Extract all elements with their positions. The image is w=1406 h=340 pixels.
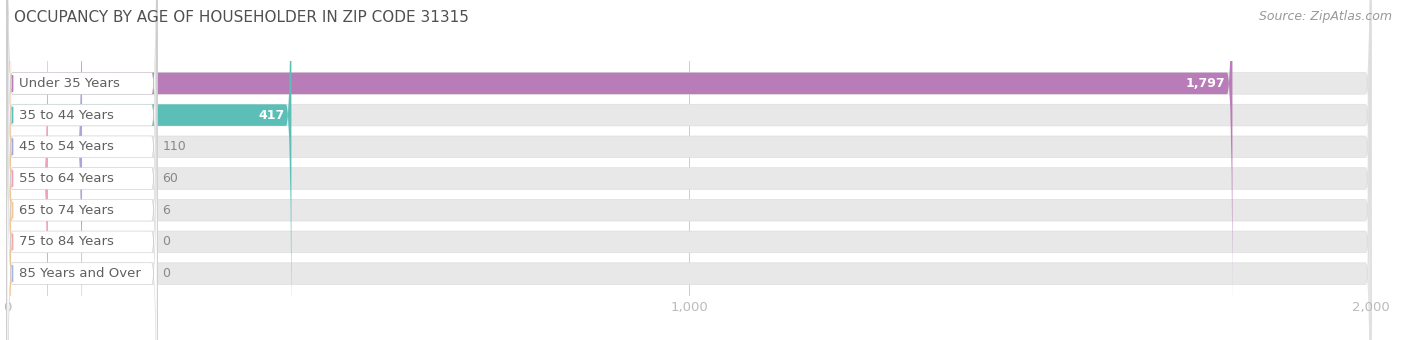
Text: 85 Years and Over: 85 Years and Over xyxy=(20,267,141,280)
Text: Under 35 Years: Under 35 Years xyxy=(20,77,120,90)
FancyBboxPatch shape xyxy=(7,0,1371,340)
FancyBboxPatch shape xyxy=(7,0,157,326)
FancyBboxPatch shape xyxy=(7,31,1371,340)
FancyBboxPatch shape xyxy=(7,0,157,340)
FancyBboxPatch shape xyxy=(7,0,1371,340)
FancyBboxPatch shape xyxy=(7,0,1371,340)
FancyBboxPatch shape xyxy=(7,0,157,340)
Text: 1,797: 1,797 xyxy=(1187,77,1226,90)
FancyBboxPatch shape xyxy=(7,0,157,340)
FancyBboxPatch shape xyxy=(7,0,1371,340)
FancyBboxPatch shape xyxy=(7,0,82,340)
FancyBboxPatch shape xyxy=(7,0,48,340)
FancyBboxPatch shape xyxy=(7,0,291,340)
Text: 6: 6 xyxy=(163,204,170,217)
Text: 110: 110 xyxy=(163,140,186,153)
FancyBboxPatch shape xyxy=(7,0,1371,326)
Text: 45 to 54 Years: 45 to 54 Years xyxy=(20,140,114,153)
Text: 75 to 84 Years: 75 to 84 Years xyxy=(20,235,114,249)
Text: 65 to 74 Years: 65 to 74 Years xyxy=(20,204,114,217)
Text: 0: 0 xyxy=(163,267,170,280)
Text: 417: 417 xyxy=(259,108,284,122)
Text: Source: ZipAtlas.com: Source: ZipAtlas.com xyxy=(1258,10,1392,23)
Text: OCCUPANCY BY AGE OF HOUSEHOLDER IN ZIP CODE 31315: OCCUPANCY BY AGE OF HOUSEHOLDER IN ZIP C… xyxy=(14,10,470,25)
FancyBboxPatch shape xyxy=(7,0,1371,340)
Text: 60: 60 xyxy=(163,172,179,185)
Text: 55 to 64 Years: 55 to 64 Years xyxy=(20,172,114,185)
FancyBboxPatch shape xyxy=(7,0,1233,326)
FancyBboxPatch shape xyxy=(7,0,157,340)
FancyBboxPatch shape xyxy=(7,0,157,340)
FancyBboxPatch shape xyxy=(6,0,13,340)
FancyBboxPatch shape xyxy=(7,31,157,340)
Text: 0: 0 xyxy=(163,235,170,249)
Text: 35 to 44 Years: 35 to 44 Years xyxy=(20,108,114,122)
